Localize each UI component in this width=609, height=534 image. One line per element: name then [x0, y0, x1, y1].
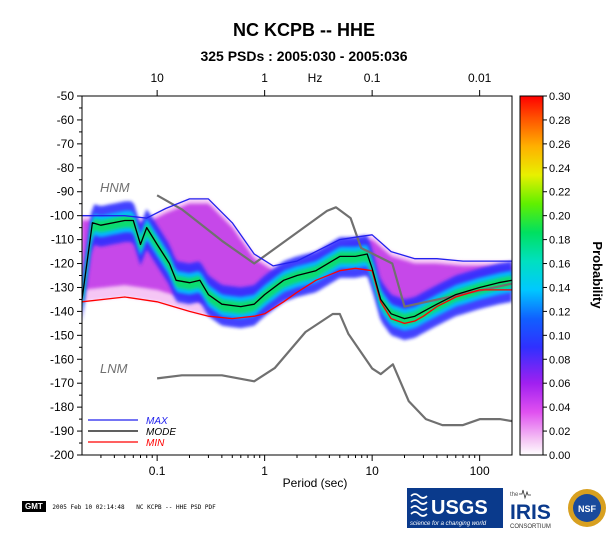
footer-timestamp: 2005 Feb 10 02:14:48 [52, 504, 125, 511]
series-min-line [82, 267, 512, 325]
usgs-wordmark: USGS [431, 497, 488, 519]
top-axis-hz-label: Hz [308, 71, 323, 85]
colorbar-tick-label: 0.08 [549, 354, 570, 366]
top-tick-label: 0.1 [364, 71, 381, 85]
colorbar-tick-label: 0.30 [549, 91, 570, 103]
x-tick-label: 1 [261, 464, 268, 478]
series-lnm-line [156, 312, 512, 427]
plot-frame [81, 95, 513, 456]
series-hnm-line [156, 194, 512, 308]
y-tick-label: -100 [50, 209, 74, 223]
colorbar-tick-label: 0.20 [549, 211, 570, 223]
iris-wordmark: IRIS [510, 501, 551, 524]
x-tick-label: 0.1 [149, 464, 166, 478]
colorbar-tick-label: 0.16 [549, 259, 570, 271]
colorbar-tick-label: 0.24 [549, 163, 570, 175]
density-band-green [82, 215, 512, 326]
legend-max-label: MAX [146, 416, 168, 427]
footer-caption: NC KCPB -- HHE PSD PDF [136, 504, 216, 511]
y-tick-label: -70 [57, 137, 75, 151]
hnm-annotation: HNM [100, 180, 130, 195]
lnm-annotation: LNM [100, 361, 128, 376]
footer: GMT 2005 Feb 10 02:14:48 NC KCPB -- HHE … [22, 501, 216, 513]
colorbar-tick-label: 0.06 [549, 378, 570, 390]
colorbar-ticks: 0.00 0.02 0.04 0.06 0.08 0.10 0.12 0.14 0.16 0.18… [543, 91, 570, 462]
colorbar-tick-label: 0.14 [549, 282, 570, 294]
usgs-tagline: science for a changing world [410, 521, 487, 527]
iris-prefix: the [510, 492, 519, 498]
colorbar-tick-label: 0.10 [549, 330, 570, 342]
legend-mode-label: MODE [146, 427, 176, 438]
y-tick-label: -50 [57, 89, 75, 103]
nsf-wordmark: NSF [578, 504, 597, 514]
legend: MAX MODE MIN [88, 416, 176, 449]
x-axis-label: Period (sec) [283, 476, 348, 490]
colorbar-tick-label: 0.28 [549, 115, 570, 127]
iris-logo: the IRIS CONSORTIUM [510, 489, 551, 530]
seismogram-icon [519, 489, 531, 500]
colorbar-tick-label: 0.12 [549, 306, 570, 318]
legend-min-label: MIN [146, 438, 165, 449]
y-tick-label: -150 [50, 328, 74, 342]
top-tick-label: 10 [150, 71, 164, 85]
iris-consortium: CONSORTIUM [510, 524, 551, 530]
y-tick-label: -200 [50, 448, 74, 462]
top-tick-label: 1 [261, 71, 268, 85]
colorbar-tick-label: 0.04 [549, 402, 570, 414]
y-tick-label: -120 [50, 257, 74, 271]
chart-subtitle: 325 PSDs : 2005:030 - 2005:036 [200, 48, 407, 64]
colorbar [519, 95, 544, 456]
nsf-logo: NSF [568, 489, 606, 527]
colorbar-tick-label: 0.02 [549, 426, 570, 438]
colorbar-label: Probability [590, 241, 605, 309]
y-tick-label: -60 [57, 113, 75, 127]
series-mode-line [82, 219, 512, 320]
colorbar-tick-label: 0.00 [549, 450, 570, 462]
usgs-logo: USGS science for a changing world [407, 488, 503, 528]
y-tick-label: -110 [51, 233, 74, 247]
sponsor-logos: USGS science for a changing world the IR… [407, 488, 606, 530]
gmt-badge: GMT [22, 501, 46, 512]
x-tick-label: 10 [365, 464, 379, 478]
y-tick-label: -80 [57, 161, 75, 175]
y-tick-label: -180 [50, 400, 74, 414]
y-tick-label: -160 [50, 352, 74, 366]
y-tick-label: -130 [50, 280, 74, 294]
colorbar-tick-label: 0.26 [549, 139, 570, 151]
top-tick-label: 0.01 [468, 71, 492, 85]
y-tick-label: -90 [57, 185, 75, 199]
y-tick-label: -140 [50, 304, 74, 318]
x-tick-label: 100 [470, 464, 490, 478]
colorbar-tick-label: 0.22 [549, 187, 570, 199]
series-max-line [82, 198, 512, 267]
chart-title: NC KCPB -- HHE [233, 20, 375, 40]
colorbar-tick-label: 0.18 [549, 235, 570, 247]
y-tick-label: -170 [50, 376, 74, 390]
y-tick-label: -190 [50, 424, 74, 438]
